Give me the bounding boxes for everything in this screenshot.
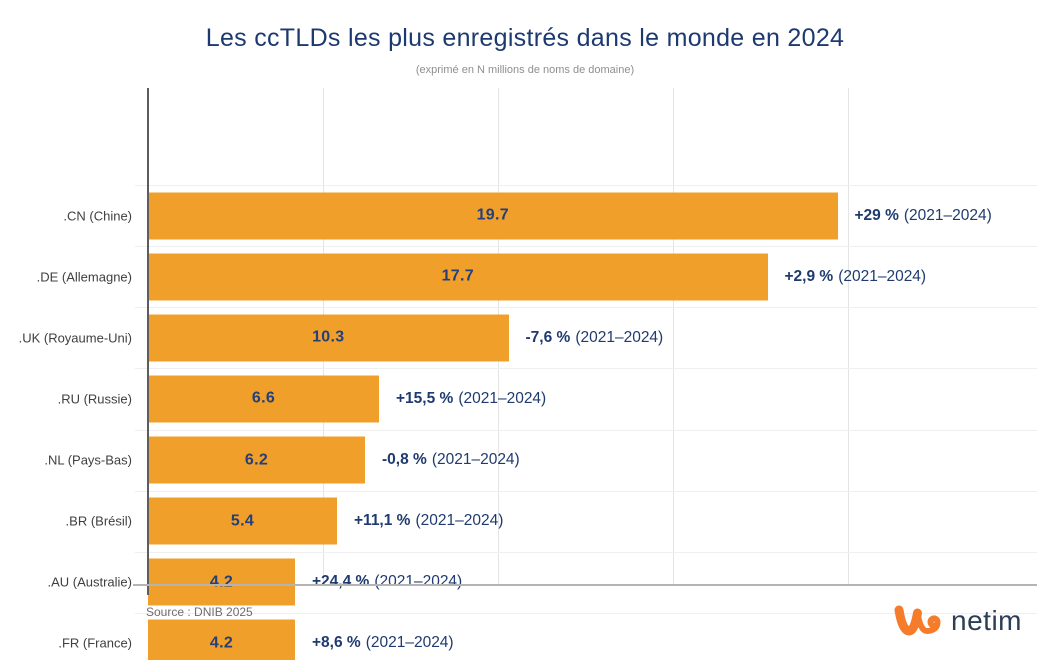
growth-percent: +29 %: [854, 206, 899, 224]
growth-percent: +11,1 %: [354, 512, 411, 530]
category-label: .RU (Russie): [57, 391, 132, 407]
x-axis-baseline: [133, 584, 1037, 586]
growth-percent: +15,5 %: [396, 389, 454, 407]
category-label: .NL (Pays-Bas): [44, 452, 132, 468]
growth-annotation: -0,8 % (2021–2024): [382, 451, 520, 469]
bar-value-label: 4.2: [209, 573, 234, 591]
bar: 6.2: [148, 436, 365, 484]
bar-value-label: 5.4: [230, 512, 255, 530]
chart-row: .NL (Pays-Bas) 6.2 -0,8 % (2021–2024): [0, 429, 1037, 491]
bar: 6.6: [148, 375, 379, 423]
bar-value-label: 4.2: [209, 634, 234, 652]
source-caption: Source : DNIB 2025: [146, 605, 253, 619]
growth-annotation: +15,5 % (2021–2024): [396, 390, 546, 408]
category-label: .CN (Chine): [63, 208, 132, 224]
chart-row: .AU (Australie) 4.2 +24,4 % (2021–2024): [0, 551, 1037, 613]
row-gridline: [135, 551, 1037, 553]
bar-value-label: 6.2: [244, 451, 269, 469]
growth-percent: -7,6 %: [525, 328, 571, 346]
growth-percent: -0,8 %: [382, 451, 427, 469]
category-label: .FR (France): [58, 635, 132, 651]
bar-value-label: 17.7: [441, 267, 474, 285]
row-gridline: [135, 490, 1037, 492]
growth-period: (2021–2024): [415, 512, 504, 530]
plot-area: .CN (Chine) 19.7 +29 % (2021–2024) .DE (A…: [0, 88, 1037, 660]
row-gridline: [135, 429, 1037, 431]
bar-value-label: 6.6: [251, 389, 276, 407]
growth-annotation: +11,1 % (2021–2024): [354, 512, 503, 530]
chart-title: Les ccTLDs les plus enregistrés dans le …: [205, 24, 845, 52]
category-label: .DE (Allemagne): [36, 269, 132, 285]
y-axis-line: [147, 88, 149, 595]
netim-logo-text: netim: [951, 605, 1022, 636]
growth-period: (2021–2024): [374, 573, 463, 591]
chart-row: .FR (France) 4.2 +8,6 % (2021–2024): [0, 612, 1037, 660]
category-label: .AU (Australie): [47, 574, 132, 590]
row-gridline: [135, 307, 1037, 309]
row-gridline: [135, 185, 1037, 186]
growth-period: (2021–2024): [365, 634, 454, 652]
growth-annotation: +29 % (2021–2024): [855, 207, 992, 225]
growth-percent: +2,9 %: [784, 267, 834, 285]
row-gridline: [135, 246, 1037, 248]
row-gridline: [135, 368, 1037, 370]
bar: 4.2: [148, 619, 295, 660]
bar: 10.3: [148, 314, 509, 362]
bar: 19.7: [148, 192, 838, 240]
bar-value-label: 10.3: [312, 328, 345, 346]
bar: 4.2: [148, 558, 295, 606]
chart-row: .DE (Allemagne) 17.7 +2,9 % (2021–2024): [0, 246, 1037, 307]
growth-annotation: +24,4 % (2021–2024): [312, 573, 462, 591]
chart-row: .BR (Brésil) 5.4 +11,1 % (2021–2024): [0, 490, 1037, 552]
bar: 17.7: [148, 253, 768, 301]
vertical-gridline: [848, 88, 849, 586]
growth-period: (2021–2024): [458, 389, 547, 407]
growth-annotation: -7,6 % (2021–2024): [526, 329, 664, 347]
row-gridline: [135, 612, 1037, 614]
growth-annotation: +8,6 % (2021–2024): [312, 634, 454, 652]
growth-percent: +24,4 %: [312, 573, 370, 591]
chart-row: .UK (Royaume-Uni) 10.3 -7,6 % (2021–2024): [0, 307, 1037, 368]
bar-rows: .CN (Chine) 19.7 +29 % (2021–2024) .DE (A…: [0, 185, 1037, 660]
category-label: .UK (Royaume-Uni): [18, 330, 132, 346]
growth-percent: +8,6 %: [312, 634, 361, 652]
bar: 5.4: [148, 497, 337, 545]
bar-value-label: 19.7: [476, 206, 509, 224]
growth-annotation: +2,9 % (2021–2024): [785, 268, 927, 286]
chart-subtitle: (exprimé en N millions de noms de domain…: [415, 64, 635, 76]
vertical-gridline: [673, 88, 674, 586]
growth-period: (2021–2024): [903, 206, 992, 224]
netim-logo-w-icon: [894, 605, 941, 636]
growth-period: (2021–2024): [575, 328, 664, 346]
category-label: .BR (Brésil): [65, 513, 132, 529]
chart-row: .RU (Russie) 6.6 +15,5 % (2021–2024): [0, 368, 1037, 429]
chart-row: .CN (Chine) 19.7 +29 % (2021–2024): [0, 185, 1037, 246]
growth-period: (2021–2024): [431, 451, 520, 469]
growth-period: (2021–2024): [838, 267, 927, 285]
netim-logo: netim: [892, 601, 1022, 641]
